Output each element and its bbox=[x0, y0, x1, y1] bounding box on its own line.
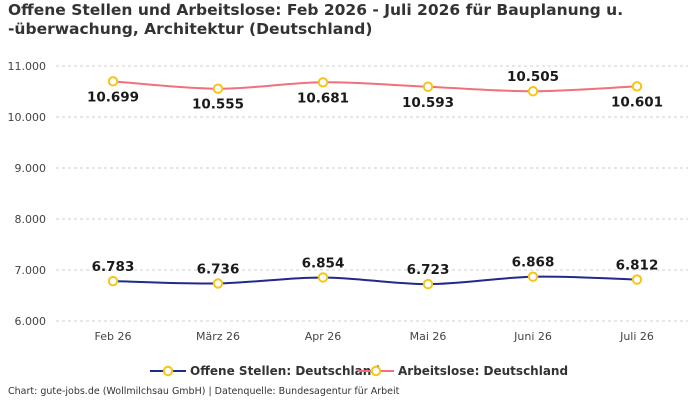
data-point bbox=[212, 83, 224, 94]
x-tick-label: Feb 26 bbox=[95, 330, 132, 343]
x-tick-label: Mai 26 bbox=[410, 330, 447, 343]
legend-swatch-marker bbox=[370, 365, 382, 377]
y-tick-label: 7.000 bbox=[15, 264, 47, 277]
y-tick-label: 9.000 bbox=[15, 162, 47, 175]
data-point bbox=[317, 272, 329, 283]
data-point bbox=[212, 278, 224, 289]
data-point bbox=[107, 76, 119, 87]
y-tick-label: 11.000 bbox=[8, 60, 47, 73]
series-layer: 6.783 6.736 6.854 6.723 6.868 6.812 10.699 10.5… bbox=[87, 69, 663, 290]
data-point bbox=[527, 86, 539, 97]
y-tick-label: 8.000 bbox=[15, 213, 47, 226]
x-tick-label: Juni 26 bbox=[513, 330, 552, 343]
x-axis-ticks: Feb 26 März 26 Apr 26 Mai 26 Juni 26 Juli 26 bbox=[95, 330, 654, 343]
data-point bbox=[317, 77, 329, 88]
data-label: 10.593 bbox=[402, 95, 454, 111]
legend-swatch-marker bbox=[162, 365, 174, 377]
data-point bbox=[107, 275, 119, 287]
data-label: 10.505 bbox=[507, 69, 559, 85]
y-tick-label: 10.000 bbox=[8, 111, 47, 124]
legend: Offene Stellen: Deutschland Arbeitslose: … bbox=[150, 364, 568, 378]
data-label: 6.868 bbox=[512, 255, 555, 271]
data-label: 10.601 bbox=[611, 94, 663, 110]
x-tick-label: März 26 bbox=[196, 330, 240, 343]
x-tick-label: Apr 26 bbox=[305, 330, 342, 343]
legend-label: Offene Stellen: Deutschland bbox=[190, 364, 380, 378]
x-tick-label: Juli 26 bbox=[619, 330, 654, 343]
legend-label: Arbeitslose: Deutschland bbox=[398, 364, 568, 378]
data-point bbox=[422, 278, 434, 290]
data-label: 10.555 bbox=[192, 97, 244, 113]
data-point bbox=[527, 271, 539, 282]
data-label: 10.681 bbox=[297, 90, 349, 106]
data-point bbox=[631, 81, 643, 92]
series-line bbox=[112, 80, 638, 93]
data-label: 6.783 bbox=[92, 259, 135, 275]
data-label: 6.736 bbox=[197, 261, 240, 277]
data-point bbox=[631, 274, 643, 285]
y-tick-label: 6.000 bbox=[15, 315, 47, 328]
data-point bbox=[422, 81, 434, 92]
chart-title: Offene Stellen und Arbeitslose: Feb 2026… bbox=[8, 1, 624, 38]
data-label: 6.723 bbox=[407, 262, 450, 278]
chart-credit: Chart: gute-jobs.de (Wollmilchsau GmbH) … bbox=[8, 386, 400, 397]
data-label: 6.812 bbox=[616, 258, 659, 274]
data-label: 10.699 bbox=[87, 89, 139, 105]
y-axis-ticks: 6.000 7.000 8.000 9.000 10.000 11.000 bbox=[8, 60, 47, 328]
data-label: 6.854 bbox=[302, 255, 345, 271]
series-line bbox=[112, 275, 638, 286]
